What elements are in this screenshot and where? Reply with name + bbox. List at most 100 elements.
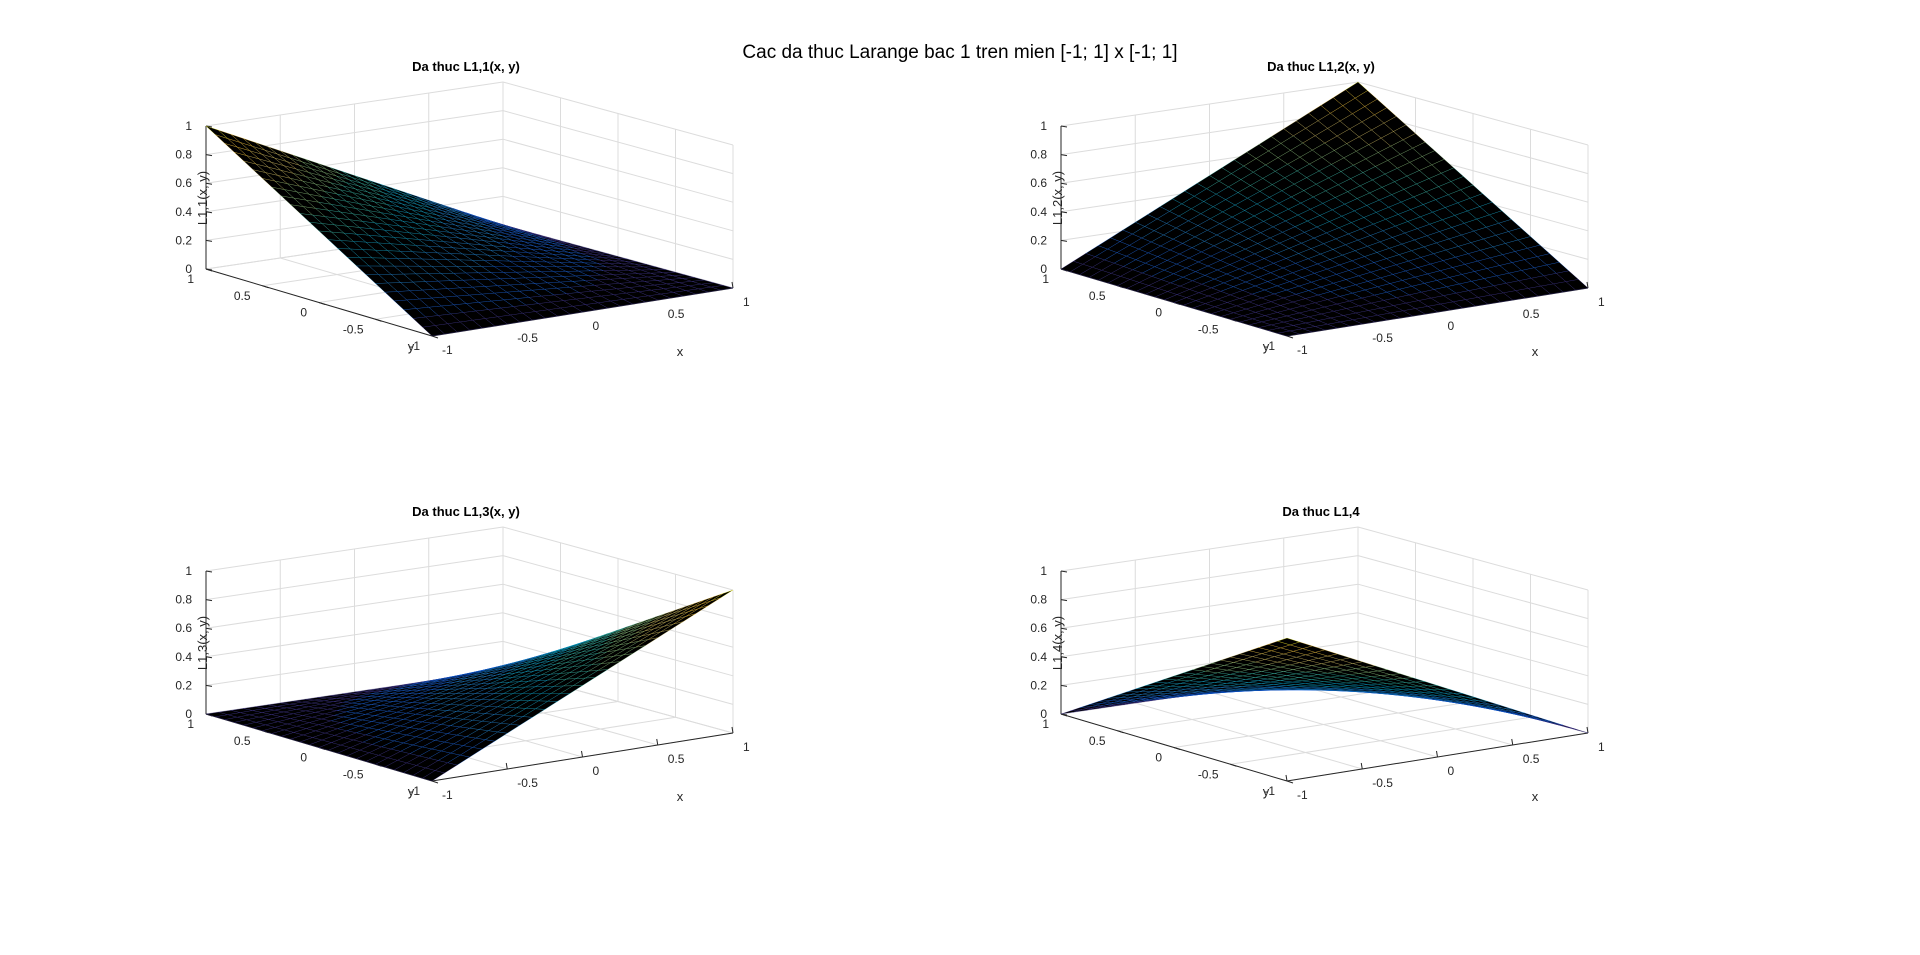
x-tick-label: 0.5 bbox=[668, 307, 685, 321]
back-wall-grid-h bbox=[1060, 612, 1359, 658]
side-wall-grid-h bbox=[502, 138, 734, 203]
y-tick bbox=[318, 302, 326, 305]
back-wall-grid-h bbox=[205, 583, 504, 629]
side-wall-grid-h bbox=[502, 195, 734, 260]
z-tick-label: 0.8 bbox=[175, 593, 192, 607]
z-tick-label: 0.8 bbox=[175, 148, 192, 162]
side-wall-grid-h bbox=[502, 583, 734, 648]
x-tick bbox=[731, 726, 734, 734]
z-tick bbox=[205, 570, 213, 573]
z-tick bbox=[205, 684, 213, 687]
z-tick bbox=[1060, 599, 1068, 602]
side-wall-grid-h bbox=[1357, 583, 1589, 648]
x-tick bbox=[1586, 281, 1589, 289]
z-tick-label: 0.2 bbox=[1030, 678, 1047, 692]
z-tick-label: 0.8 bbox=[1030, 593, 1047, 607]
x-tick-label: -0.5 bbox=[1372, 776, 1393, 790]
x-tick-label: 1 bbox=[1598, 295, 1605, 309]
surface-patch bbox=[1277, 330, 1300, 337]
x-tick-label: 1 bbox=[743, 295, 750, 309]
z-tick-label: 0 bbox=[1040, 707, 1047, 721]
x-axis-label: x bbox=[677, 344, 684, 359]
z-tick bbox=[1060, 570, 1068, 573]
subplot-title: Da thuc L1,4 bbox=[1282, 504, 1360, 519]
y-tick-label: -1 bbox=[409, 784, 420, 798]
y-tick bbox=[431, 780, 439, 784]
y-tick-label: -1 bbox=[409, 339, 420, 353]
y-tick-label: -0.5 bbox=[1198, 767, 1219, 781]
z-tick-label: 0.6 bbox=[175, 176, 192, 190]
side-wall-grid-h bbox=[502, 167, 734, 232]
x-tick bbox=[1360, 762, 1363, 770]
y-tick-label: 0.5 bbox=[1089, 734, 1106, 748]
z-tick-label: 1 bbox=[1040, 564, 1047, 578]
surface-patch bbox=[1276, 637, 1301, 646]
surface[interactable] bbox=[1060, 637, 1589, 734]
x-tick-label: -1 bbox=[1297, 343, 1308, 357]
z-axis-label: L1,4(x, y) bbox=[1050, 616, 1065, 670]
z-tick bbox=[1060, 125, 1068, 128]
y-tick-label: 0 bbox=[300, 751, 307, 765]
back-wall-grid-h bbox=[205, 138, 504, 184]
y-tick bbox=[1173, 747, 1181, 750]
z-tick bbox=[205, 211, 213, 214]
y-tick-label: 1 bbox=[187, 717, 194, 731]
y-tick bbox=[1286, 335, 1294, 339]
x-tick-label: -1 bbox=[1297, 788, 1308, 802]
x-tick bbox=[1285, 774, 1288, 782]
x-tick bbox=[656, 738, 659, 746]
side-wall-grid-h bbox=[1357, 81, 1589, 146]
y-tick bbox=[1286, 780, 1294, 784]
z-tick bbox=[1060, 627, 1068, 630]
y-tick bbox=[1117, 730, 1124, 734]
side-wall-grid-h bbox=[502, 81, 734, 146]
y-tick-label: -1 bbox=[1264, 784, 1275, 798]
y-tick-label: 0.5 bbox=[234, 289, 251, 303]
z-tick-label: 0.2 bbox=[175, 678, 192, 692]
z-tick-label: 0 bbox=[1040, 262, 1047, 276]
subplot-l14[interactable]: Da thuc L1,4 0 0.2 0.4 0.6 0.8 1 -1 -0.5 0 0.5 1 -1 -… bbox=[855, 445, 1815, 923]
back-wall-grid-h bbox=[205, 81, 504, 127]
y-tick-label: 0 bbox=[300, 306, 307, 320]
y-axis-label: y bbox=[1263, 784, 1270, 799]
y-tick-label: -1 bbox=[1264, 339, 1275, 353]
side-wall-grid-h bbox=[502, 110, 734, 175]
surface[interactable] bbox=[205, 125, 734, 337]
back-wall-grid-h bbox=[1060, 526, 1359, 572]
z-tick-label: 1 bbox=[185, 564, 192, 578]
x-tick-label: 0 bbox=[593, 319, 600, 333]
side-wall-grid-h bbox=[1357, 612, 1589, 677]
x-tick bbox=[1436, 750, 1438, 758]
surface[interactable] bbox=[205, 589, 734, 782]
x-tick-label: 0 bbox=[593, 764, 600, 778]
x-tick-label: 1 bbox=[1598, 740, 1605, 754]
y-tick-label: 0.5 bbox=[234, 734, 251, 748]
z-tick bbox=[205, 154, 213, 157]
z-axis-label: L1,1(x, y) bbox=[195, 171, 210, 225]
y-tick-label: 1 bbox=[187, 272, 194, 286]
back-wall-grid-h bbox=[1060, 583, 1359, 629]
x-tick bbox=[581, 750, 583, 758]
x-tick-label: -1 bbox=[442, 788, 453, 802]
subplot-l12[interactable]: Da thuc L1,2(x, y) 0 0.2 0.4 0.6 0.8 1 -1 -0.5 0 0… bbox=[855, 0, 1815, 478]
z-tick-label: 0.6 bbox=[175, 621, 192, 635]
y-tick bbox=[1230, 763, 1237, 767]
z-tick-label: 0.2 bbox=[1030, 233, 1047, 247]
surface[interactable] bbox=[1060, 81, 1589, 337]
y-tick bbox=[375, 318, 382, 322]
z-tick-label: 0.2 bbox=[175, 233, 192, 247]
side-wall-grid-h bbox=[502, 640, 734, 705]
subplot-l11[interactable]: Da thuc L1,1(x, y) 0 0.2 0.4 0.6 0.8 1 -1 -0.5 0 0… bbox=[0, 0, 960, 478]
figure-title: Cac da thuc Larange bac 1 tren mien [-1;… bbox=[742, 42, 1178, 63]
x-tick-label: 0 bbox=[1448, 319, 1455, 333]
z-tick bbox=[1060, 182, 1068, 185]
floor-grid-y bbox=[1173, 701, 1474, 748]
z-tick bbox=[205, 627, 213, 630]
back-wall-grid-h bbox=[1060, 81, 1359, 127]
surface-patch bbox=[422, 325, 446, 337]
y-tick-label: 1 bbox=[1042, 717, 1049, 731]
subplot-l13[interactable]: Da thuc L1,3(x, y) 0 0.2 0.4 0.6 0.8 1 -1 -0.5 0 0… bbox=[0, 445, 960, 923]
subplot-title: Da thuc L1,3(x, y) bbox=[412, 504, 520, 519]
z-tick-label: 1 bbox=[1040, 119, 1047, 133]
